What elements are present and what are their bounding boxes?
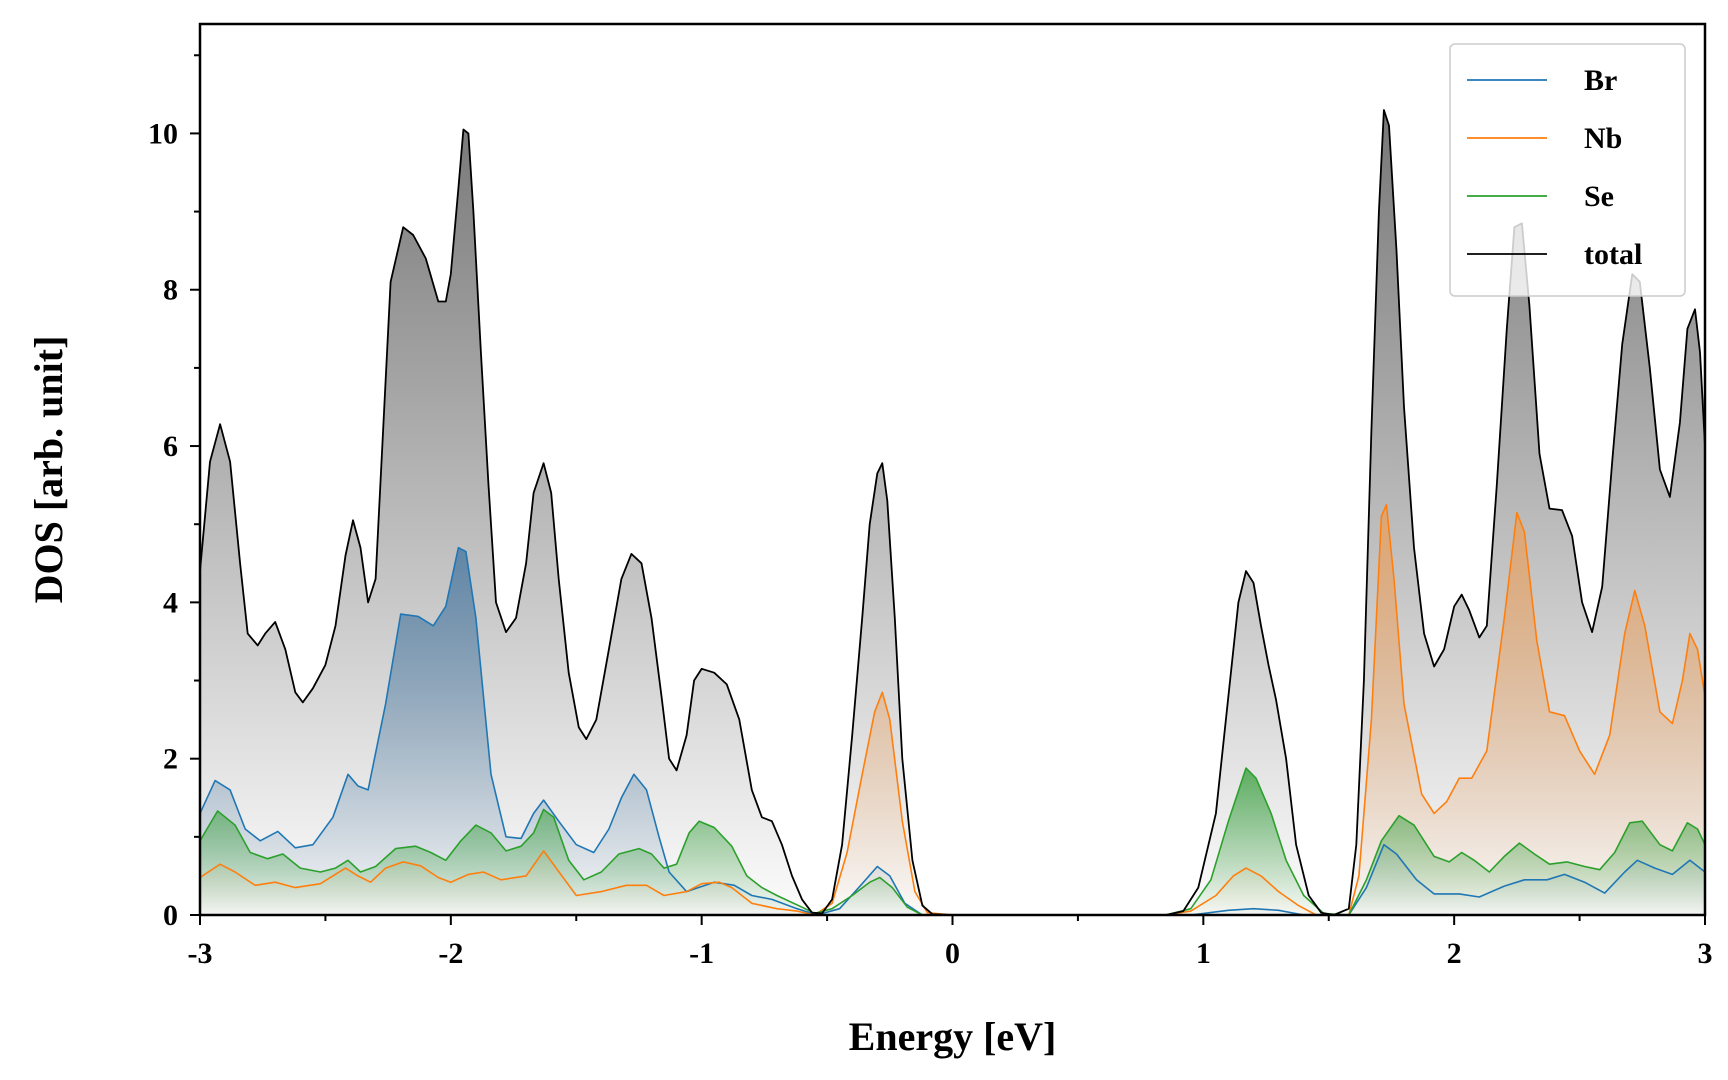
y-tick-label: 4 (163, 586, 178, 619)
x-tick-label: -3 (188, 937, 213, 970)
y-tick-label: 8 (163, 274, 178, 307)
legend: Br Nb Se total (1449, 43, 1686, 297)
y-tick-label: 6 (163, 430, 178, 463)
x-tick-label: 2 (1447, 937, 1462, 970)
legend-label-Br: Br (1584, 64, 1617, 97)
y-tick-label: 2 (163, 743, 178, 776)
area-Se (200, 768, 1705, 915)
x-tick-label: 3 (1698, 937, 1713, 970)
legend-label-Nb: Nb (1584, 122, 1622, 155)
y-tick-label: 0 (163, 899, 178, 932)
line-total (199, 109, 1706, 916)
legend-label-Se: Se (1584, 180, 1614, 213)
legend-label-total: total (1584, 238, 1642, 271)
x-tick-label: 1 (1196, 937, 1211, 970)
x-axis-label: Energy [eV] (849, 1014, 1057, 1059)
y-tick-label: 10 (148, 117, 178, 150)
x-axis-ticks: -3 -2 -1 0 1 2 3 (188, 915, 1713, 970)
x-tick-label: -2 (438, 937, 463, 970)
line-Se (199, 767, 1706, 916)
line-Br (199, 546, 1706, 916)
y-axis-label: DOS [arb. unit] (26, 336, 71, 604)
x-tick-label: 0 (945, 937, 960, 970)
y-axis-ticks: 0 2 4 6 8 10 (148, 54, 200, 932)
x-tick-label: -1 (689, 937, 714, 970)
legend-box (1449, 43, 1686, 297)
series-lines (199, 109, 1706, 916)
